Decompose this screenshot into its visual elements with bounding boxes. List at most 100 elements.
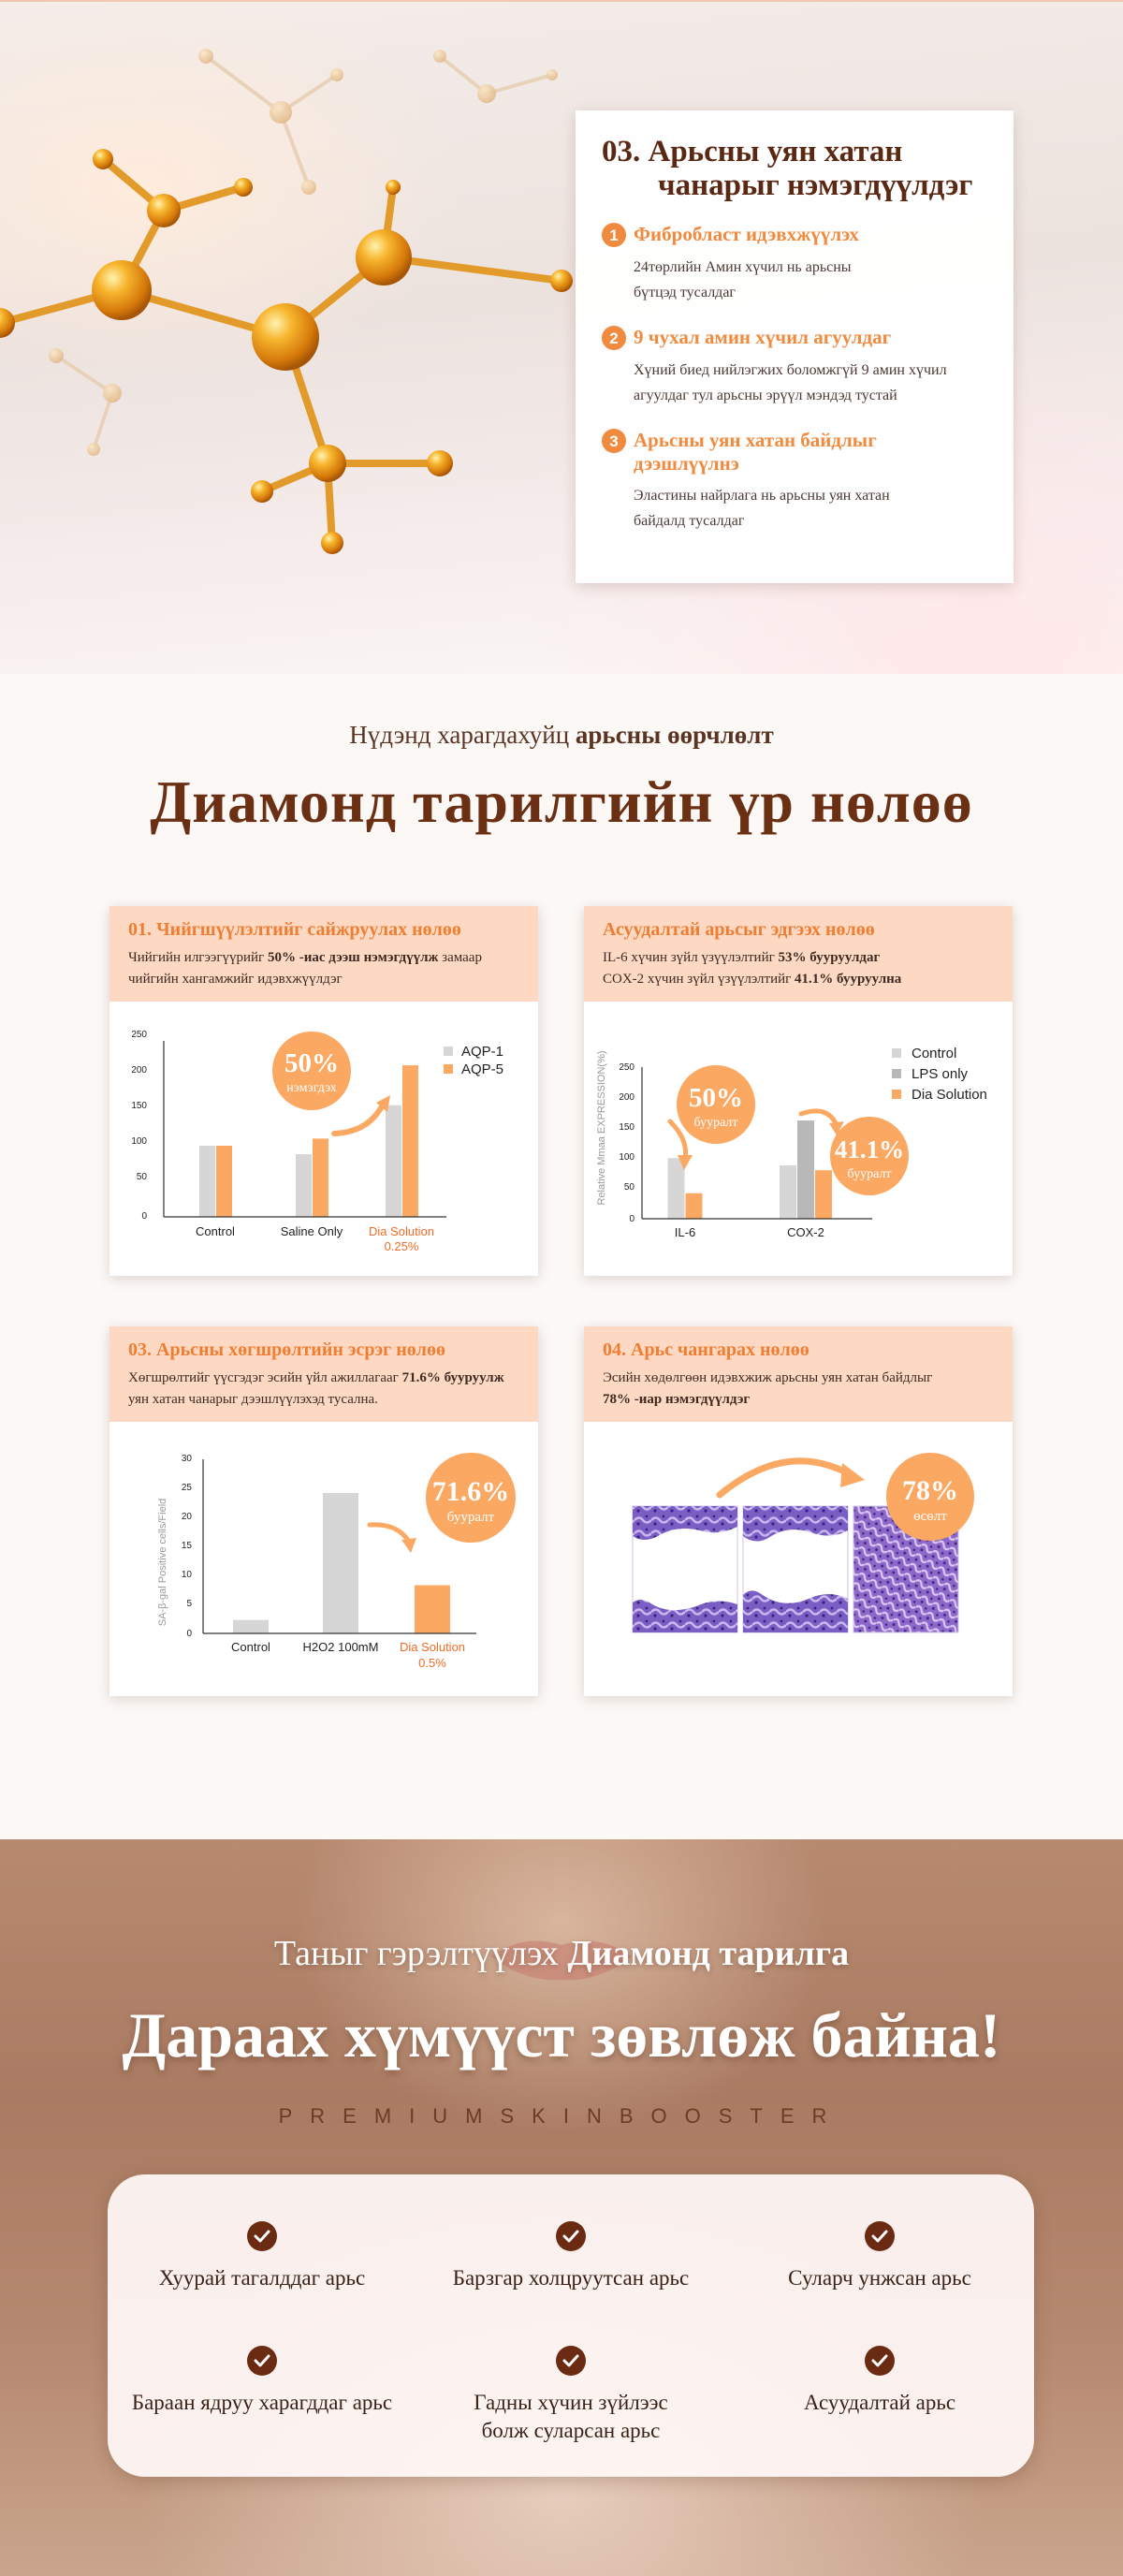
subheading-text: Нүдэнд харагдахуйц — [349, 721, 576, 749]
panel-desc-text: Хөгшрөлтийг үүсгэдэг эсийн үйл ажиллагаа… — [128, 1370, 402, 1385]
category-sublabel: 0.5% — [418, 1656, 446, 1670]
list-item-label: Бараан ядруу харагддаг арьс — [131, 2391, 393, 2414]
panel-desc-text: Эсийн хөдөлгөөн идэвхжиж арьсны уян хата… — [603, 1370, 933, 1385]
tick-label: 20 — [182, 1512, 193, 1522]
result-badge — [677, 1065, 755, 1144]
arrow-head-icon — [376, 1095, 390, 1112]
category-label: Control — [196, 1224, 235, 1238]
info-item-desc-line2: агуулдаг тул арьсны эрүүл мэндэд тустай — [634, 388, 897, 403]
panel-desc: Эсийн хөдөлгөөн идэвхжиж арьсны уян хата… — [603, 1368, 994, 1411]
legend-label: AQP-1 — [461, 1044, 503, 1060]
category-label: H2O2 100mM — [303, 1640, 379, 1654]
panel-title: 04. Арьс чангарах нөлөө — [603, 1339, 809, 1360]
recommendation-list: Хуурай тагалддаг арьс Барзгар холцруутса… — [108, 2174, 1034, 2477]
legend-label: AQP-5 — [461, 1061, 503, 1077]
list-item: Асуудалтай арьс — [725, 2346, 1034, 2417]
badge-value: 41.1% — [835, 1135, 904, 1164]
check-icon — [865, 2346, 895, 2376]
category-label: COX-2 — [787, 1225, 824, 1239]
info-card: 03. Арьсны уян хатан чанарыг нэмэгдүүлдэ… — [576, 110, 1014, 583]
panel-title: Асуудалтай арьсыг эдгээх нөлөө — [603, 919, 875, 940]
bar-aqp-1 — [296, 1154, 312, 1217]
panel-desc-line2: чийгийн хангамжийг идэвхжүүлдэг — [128, 972, 343, 987]
tick-label: 50 — [624, 1182, 635, 1193]
arrow-icon — [367, 1522, 412, 1544]
bar-aqp-1 — [386, 1105, 401, 1217]
panel-problem-skin: Асуудалтай арьсыг эдгээх нөлөө IL-6 хүчи… — [584, 906, 1013, 1276]
list-item-label: Суларч унжсан арьс — [788, 2266, 971, 2290]
tick-label: 15 — [182, 1541, 193, 1551]
info-item-title-line2: дээшлүүлнэ — [634, 452, 739, 475]
tick-label: 5 — [186, 1599, 192, 1609]
info-item-desc-line2: бүтцэд тусалдаг — [634, 285, 736, 300]
info-item-desc-line1: Хүний биед нийлэгжих боломжгүй 9 амин хү… — [634, 362, 947, 378]
list-item-label: Асуудалтай арьс — [803, 2391, 956, 2414]
chart-senescence: SA-β-gal Positive cells/Field 30 25 20 1… — [157, 1453, 516, 1670]
top-accent-line — [0, 0, 1123, 2]
info-item-desc-line2: байдалд тусалдаг — [634, 513, 745, 529]
arrow-icon — [667, 1119, 689, 1162]
check-icon — [247, 2221, 277, 2251]
list-item: Барзгар холцруутсан арьс — [416, 2221, 725, 2292]
bar-lps-only — [797, 1120, 814, 1219]
tick-label: 30 — [182, 1454, 193, 1464]
panel-desc-bold: 71.6% бууруулж — [401, 1370, 504, 1385]
bar-baseline — [323, 1492, 358, 1633]
check-icon — [556, 2221, 586, 2251]
panel-header: Асуудалтай арьсыг эдгээх нөлөө IL-6 хүчи… — [584, 906, 1013, 1002]
list-item: Хуурай тагалддаг арьс — [108, 2221, 416, 2292]
y-axis-label: Relative Mmaa EXPRESSION(%) — [596, 1050, 607, 1205]
subtitle-bold: Диамонд тарилга — [567, 1934, 850, 1973]
legend-label: Control — [912, 1046, 956, 1061]
info-card-title: 03. Арьсны уян хатан чанарыг нэмэгдүүлдэ… — [602, 135, 987, 202]
badge-value: 71.6% — [432, 1476, 510, 1507]
bar-dia-solution — [815, 1170, 832, 1219]
info-item-title: Арьсны уян хатан байдлыг — [634, 429, 877, 451]
panel-desc: IL-6 хүчин зүйл үзүүлэлтийг 53% бууруулд… — [603, 947, 994, 990]
panel-desc-text: IL-6 хүчин зүйл үзүүлэлтийг — [603, 950, 779, 965]
info-item-desc-line1: 24төрлийн Амин хүчил нь арьсны — [634, 259, 852, 275]
legend-swatch — [892, 1069, 901, 1078]
hero-section: 03. Арьсны уян хатан чанарыг нэмэгдүүлдэ… — [0, 0, 1123, 674]
arrow-icon — [331, 1104, 385, 1136]
panel-header: 03. Арьсны хөгшрөлтийн эсрэг нөлөө Хөгшр… — [109, 1326, 538, 1422]
bar-aqp-5 — [402, 1065, 418, 1217]
tick-label: 0 — [141, 1211, 147, 1222]
badge-value: 50% — [284, 1048, 339, 1078]
tick-label: 0 — [629, 1214, 634, 1224]
category-label: Saline Only — [281, 1224, 343, 1238]
info-item-1: 1 Фибробласт идэвхжүүлэх 24төрлийн Амин … — [602, 223, 987, 305]
arrow-head-icon — [401, 1538, 416, 1553]
legend-swatch — [444, 1064, 453, 1074]
panel-moisture: 01. Чийгшүүлэлтийг сайжруулах нөлөө Чийг… — [109, 906, 538, 1276]
info-card-title-line2: чанарыг нэмэгдүүлдэг — [658, 168, 973, 202]
tissue-image-control — [632, 1505, 738, 1633]
panel-title: 01. Чийгшүүлэлтийг сайжруулах нөлөө — [128, 919, 461, 940]
tick-label: 10 — [182, 1570, 193, 1580]
recommendation-subtitle: Таныг гэрэлтүүлэх Диамонд тарилга — [0, 1933, 1123, 1974]
arrow-icon — [798, 1108, 839, 1128]
section-subheading: Нүдэнд харагдахуйц арьсны өөрчлөлт — [0, 721, 1123, 750]
check-icon — [865, 2221, 895, 2251]
panel-desc-bold: 41.1% бууруулна — [795, 972, 902, 987]
panel-desc-bold: 50% -иас дээш нэмэгдүүлж — [267, 950, 439, 965]
tick-label: 50 — [137, 1172, 148, 1182]
arrow-head-icon — [840, 1463, 865, 1487]
bar-aqp-1 — [199, 1146, 215, 1217]
bar-baseline — [233, 1619, 269, 1633]
tick-label: 200 — [131, 1065, 147, 1076]
badge-text: бууралт — [693, 1116, 737, 1130]
info-item-title: 9 чухал амин хүчил агуулдаг — [634, 326, 892, 348]
tissue-comparison: 78% өсөлт — [632, 1453, 974, 1633]
number-badge-2: 2 — [602, 326, 626, 350]
chart-moisture: 250 200 150 100 50 0 Control Saline Only… — [131, 1030, 503, 1253]
result-badge — [272, 1032, 351, 1110]
section-main-heading: Диамонд тарилгийн үр нөлөө — [150, 768, 973, 835]
category-label-highlight: Dia Solution — [369, 1224, 434, 1238]
tick-label: 100 — [619, 1152, 634, 1163]
panel-desc-text: Чийгийн илгээгүүрийг — [128, 950, 268, 965]
subtitle-text: Таныг гэрэлтүүлэх — [273, 1934, 568, 1973]
list-item: Суларч унжсан арьс — [725, 2221, 1034, 2292]
recommendation-title: Дараах хүмүүст зөвлөж байна! — [122, 1999, 1001, 2071]
panel-desc-text-end: замаар — [438, 950, 482, 965]
